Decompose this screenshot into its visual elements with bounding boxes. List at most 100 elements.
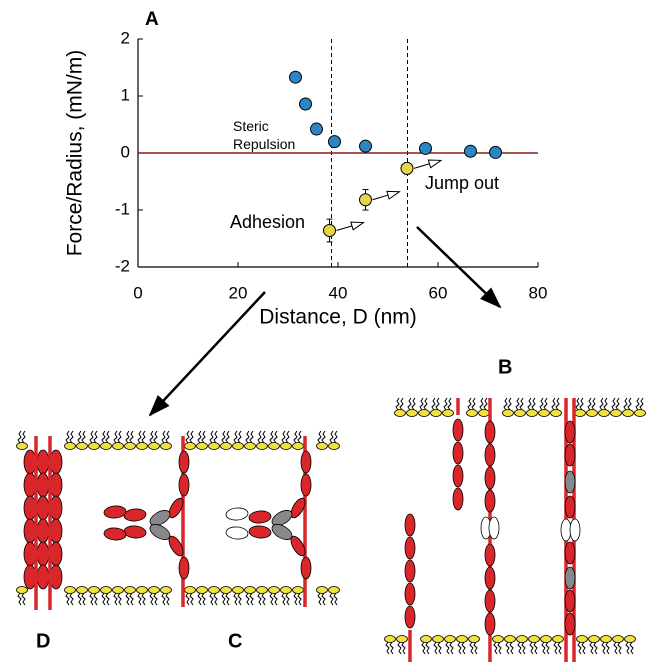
lipid-tail [249, 430, 254, 444]
lipid-head [612, 635, 624, 643]
lipid-head [76, 442, 88, 450]
lipid-tail [533, 641, 538, 655]
protein-domain [178, 473, 190, 497]
data-point [289, 70, 302, 84]
lipid [406, 397, 418, 417]
panel-label: C [228, 630, 242, 652]
lipid [576, 635, 588, 655]
lipid-tail [333, 592, 338, 606]
lipid-tail [65, 430, 70, 444]
lipid [256, 586, 268, 606]
lipid [280, 586, 292, 606]
lipid-tail [605, 641, 610, 655]
lipid-tail [261, 430, 266, 444]
panel-label: D [36, 630, 50, 652]
lipid-head [124, 442, 136, 450]
lipid-tail [493, 641, 498, 655]
lipid-head [220, 586, 232, 594]
data-point [299, 97, 312, 111]
lipid-tail [165, 430, 170, 444]
protein-domain [300, 450, 312, 474]
lipid-tail [505, 641, 510, 655]
lipid-tail [435, 397, 440, 411]
lipid [420, 635, 432, 655]
lipid-tail [539, 397, 544, 411]
lipid-head [208, 442, 220, 450]
panel-title: A [145, 9, 159, 30]
lipid-tail [233, 430, 238, 444]
lipid-head [526, 409, 538, 417]
lipid-tail [581, 641, 586, 655]
lipid-head [600, 635, 612, 643]
data-point [489, 145, 502, 159]
lipid [208, 586, 220, 606]
lipid-head [256, 586, 268, 594]
lipid [610, 397, 622, 417]
lipid-head [420, 635, 432, 643]
panel-label: B [498, 356, 512, 378]
protein-domain [569, 518, 581, 542]
protein-domain [564, 470, 576, 494]
lipid-tail [517, 641, 522, 655]
lipid [574, 397, 586, 417]
lipid [184, 430, 196, 450]
lipid-head [256, 442, 268, 450]
lipid-tail [105, 592, 110, 606]
lipid [208, 430, 220, 450]
protein-domain [178, 450, 190, 474]
protein-domain [484, 489, 496, 513]
lipid [244, 586, 256, 606]
lipid-head [502, 409, 514, 417]
lipid-head [406, 409, 418, 417]
lipid-tail [101, 430, 106, 444]
lipid-tail [575, 397, 580, 411]
lipid [268, 430, 280, 450]
lipid [418, 397, 430, 417]
lipid-head [538, 409, 550, 417]
lipid-tail [221, 592, 226, 606]
lipid-tail [129, 592, 134, 606]
lipid-head [148, 586, 160, 594]
lipid-tail [93, 592, 98, 606]
lipid-tail [113, 430, 118, 444]
lipid-tail [515, 397, 520, 411]
lipid-tail [69, 592, 74, 606]
lipid-head [280, 586, 292, 594]
protein-domain [564, 420, 576, 444]
lipid [232, 586, 244, 606]
lipid-head [610, 409, 622, 417]
lipid-tail [587, 397, 592, 411]
lipid-head [244, 586, 256, 594]
lipid-tail [65, 592, 70, 606]
lipid-tail [399, 397, 404, 411]
lipid-head [478, 409, 490, 417]
lipid-head [292, 586, 304, 594]
lipid [112, 430, 124, 450]
protein-domain [484, 612, 496, 636]
lipid-head [396, 635, 408, 643]
lipid-tail [117, 430, 122, 444]
lipid-tail [433, 641, 438, 655]
lipid-tail [165, 592, 170, 606]
protein-domain [49, 541, 63, 567]
lipid [550, 397, 562, 417]
pointer-arrow [148, 291, 266, 417]
lipid-tail [557, 641, 562, 655]
lipid-tail [245, 592, 250, 606]
protein-domain [404, 536, 416, 560]
protein-domain [452, 441, 464, 465]
lipid-head [514, 409, 526, 417]
lipid-head [16, 586, 28, 594]
lipid-tail [541, 641, 546, 655]
protein-domain [404, 559, 416, 583]
lipid-tail [479, 397, 484, 411]
lipid-tail [543, 397, 548, 411]
lipid-tail [611, 397, 616, 411]
lipid [504, 635, 516, 655]
lipid [502, 397, 514, 417]
lipid-head [112, 586, 124, 594]
lipid [292, 430, 304, 450]
lipid [76, 586, 88, 606]
lipid-tail [617, 641, 622, 655]
